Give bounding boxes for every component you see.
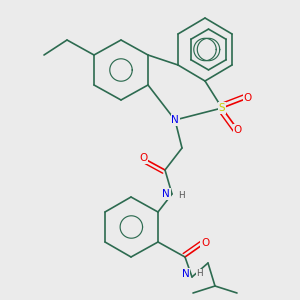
Text: N: N [182,269,189,279]
Text: O: O [139,153,147,163]
Text: O: O [244,93,252,103]
Text: H: H [196,269,203,278]
Text: O: O [201,238,209,248]
Text: S: S [219,103,225,113]
Text: N: N [171,115,179,125]
Text: N: N [162,189,170,199]
Text: O: O [234,125,242,135]
Text: H: H [178,191,184,200]
